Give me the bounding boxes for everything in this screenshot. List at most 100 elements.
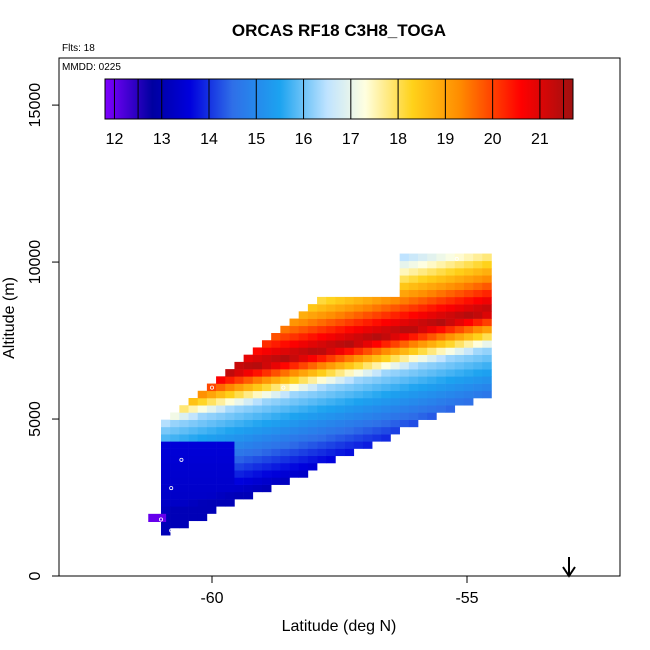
heatmap-cell	[326, 448, 336, 457]
heatmap-cell	[280, 448, 290, 457]
mmdd-label: MMDD: 0225	[62, 62, 121, 73]
colorbar-tick-label: 17	[342, 131, 360, 148]
heatmap-cell	[271, 412, 281, 420]
heatmap-cell	[298, 455, 309, 464]
heatmap-cell	[252, 419, 263, 428]
heatmap-cell	[463, 354, 474, 363]
heatmap-cell	[317, 325, 327, 334]
heatmap-cell	[445, 275, 456, 283]
heatmap-cell	[418, 333, 428, 341]
heatmap-cell	[418, 304, 428, 312]
heatmap-cell	[289, 470, 299, 478]
heatmap-cell	[399, 398, 410, 406]
heatmap-cell	[473, 325, 483, 334]
heatmap-cell	[179, 441, 189, 449]
heatmap-cell	[390, 311, 400, 319]
heatmap-cell	[206, 477, 217, 485]
heatmap-cell	[252, 484, 263, 493]
heatmap-cell	[454, 275, 465, 283]
plot-frame	[58, 57, 621, 577]
heatmap-cell	[436, 398, 446, 406]
heatmap-cell	[454, 347, 465, 355]
heatmap-cell	[399, 369, 410, 377]
heatmap-cell	[427, 275, 437, 283]
heatmap-cell	[427, 253, 437, 262]
heatmap-cell	[170, 455, 180, 464]
heatmap-cell	[326, 325, 336, 334]
heatmap-cell	[454, 304, 465, 312]
heatmap-cells	[148, 253, 492, 536]
heatmap-cell	[326, 455, 336, 464]
heatmap-cell	[482, 333, 492, 341]
heatmap-cell	[197, 506, 208, 514]
heatmap-cell	[344, 325, 355, 334]
heatmap-cell	[408, 311, 419, 319]
heatmap-cell	[216, 448, 226, 457]
heatmap-cell	[317, 333, 327, 341]
heatmap-cell	[225, 499, 235, 507]
heatmap-cell	[326, 419, 336, 428]
sample-markers	[158, 256, 459, 533]
heatmap-cell	[307, 441, 318, 449]
heatmap-cell	[271, 390, 281, 399]
heatmap-cell	[206, 419, 217, 428]
heatmap-cell	[445, 383, 456, 392]
flights-label: Flts: 18	[62, 43, 95, 54]
heatmap-cell	[344, 333, 355, 341]
heatmap-cell	[197, 462, 208, 471]
heatmap-cell	[298, 318, 309, 327]
heatmap-cell	[344, 376, 355, 384]
heatmap-cell	[170, 426, 180, 435]
heatmap-cell	[427, 311, 437, 319]
heatmap-cell	[326, 296, 336, 305]
heatmap-cell	[179, 470, 189, 478]
heatmap-cell	[436, 282, 446, 290]
heatmap-cell	[362, 296, 373, 305]
heatmap-cell	[271, 347, 281, 355]
heatmap-cell	[188, 426, 199, 435]
heatmap-cell	[463, 318, 474, 327]
heatmap-cell	[408, 405, 419, 413]
heatmap-cell	[381, 426, 391, 435]
heatmap-cell	[399, 268, 410, 276]
heatmap-cell	[170, 419, 180, 428]
heatmap-cell	[445, 347, 456, 355]
heatmap-cell	[234, 369, 244, 377]
heatmap-cell	[436, 318, 446, 327]
heatmap-cell	[280, 419, 290, 428]
heatmap-cell	[188, 484, 199, 493]
heatmap-cell	[418, 398, 428, 406]
heatmap-cell	[298, 347, 309, 355]
heatmap-cell	[188, 405, 199, 413]
heatmap-cell	[344, 318, 355, 327]
heatmap-cell	[161, 448, 171, 457]
heatmap-cell	[326, 361, 336, 370]
heatmap-cell	[445, 318, 456, 327]
heatmap-cell	[188, 506, 199, 514]
heatmap-cell	[197, 390, 208, 399]
heatmap-cell	[161, 477, 171, 485]
heatmap-cell	[335, 376, 345, 384]
heatmap-cell	[390, 419, 400, 428]
heatmap-cell	[179, 405, 189, 413]
heatmap-cell	[280, 325, 290, 334]
heatmap-cell	[317, 398, 327, 406]
heatmap-cell	[454, 383, 465, 392]
heatmap-cell	[280, 340, 290, 348]
arrow-head	[562, 566, 576, 578]
heatmap-cell	[261, 434, 272, 442]
heatmap-cell	[463, 369, 474, 377]
heatmap-cell	[353, 419, 364, 428]
heatmap-cell	[261, 376, 272, 384]
heatmap-cell	[234, 361, 244, 370]
heatmap-cell	[445, 253, 456, 262]
heatmap-cell	[326, 369, 336, 377]
heatmap-cell	[399, 333, 410, 341]
x-tick-label: -60	[200, 590, 223, 607]
sample-marker	[179, 457, 184, 462]
heatmap-cell	[317, 347, 327, 355]
heatmap-cell	[243, 462, 254, 471]
heatmap-cell	[225, 419, 235, 428]
heatmap-cell	[427, 369, 437, 377]
heatmap-cell	[326, 434, 336, 442]
